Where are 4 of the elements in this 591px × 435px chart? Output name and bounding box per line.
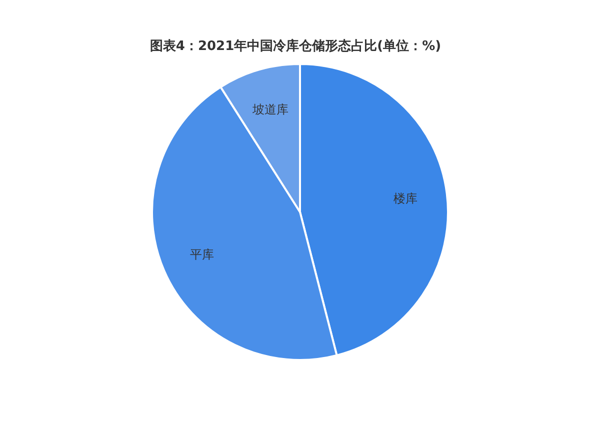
slice-label: 楼库 [394, 192, 418, 206]
slice-label: 坡道库 [251, 102, 288, 117]
chart-title: 图表4：2021年中国冷库仓储形态占比(单位：%) [150, 38, 442, 54]
slice-label: 平库 [190, 247, 214, 262]
